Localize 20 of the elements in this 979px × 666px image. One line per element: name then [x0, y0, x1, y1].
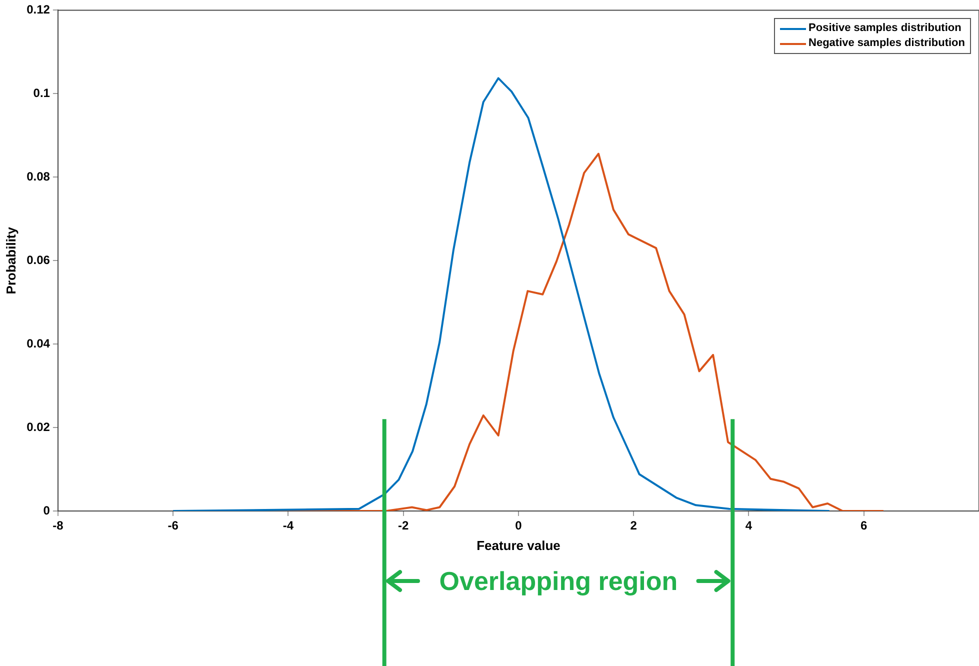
- x-tick-label: -6: [168, 518, 179, 533]
- y-tick-label: 0.04: [26, 336, 50, 350]
- y-tick-label: 0.1: [33, 86, 50, 100]
- legend-label: Negative samples distribution: [808, 36, 965, 52]
- x-tick-label: -8: [52, 518, 64, 533]
- x-tick-label: -4: [282, 518, 294, 533]
- x-tick-label: 4: [745, 518, 752, 533]
- y-tick-label: 0.02: [26, 420, 50, 434]
- y-tick-label: 0: [43, 503, 50, 518]
- text: Overlapping region: [438, 565, 679, 597]
- x-axis-title: Feature value: [476, 538, 560, 553]
- y-tick-label: 0.08: [26, 169, 50, 184]
- x-tick-label: 6: [860, 518, 868, 533]
- y-tick-label: 0.12: [26, 2, 50, 17]
- x-tick-label: 0: [515, 518, 522, 533]
- y-axis-title: Probability: [3, 226, 18, 294]
- x-tick-label: 2: [630, 518, 638, 533]
- legend-label: Positive samples distribution: [808, 21, 962, 36]
- y-tick-label: 0.06: [26, 252, 50, 267]
- x-tick-label: -2: [398, 518, 410, 533]
